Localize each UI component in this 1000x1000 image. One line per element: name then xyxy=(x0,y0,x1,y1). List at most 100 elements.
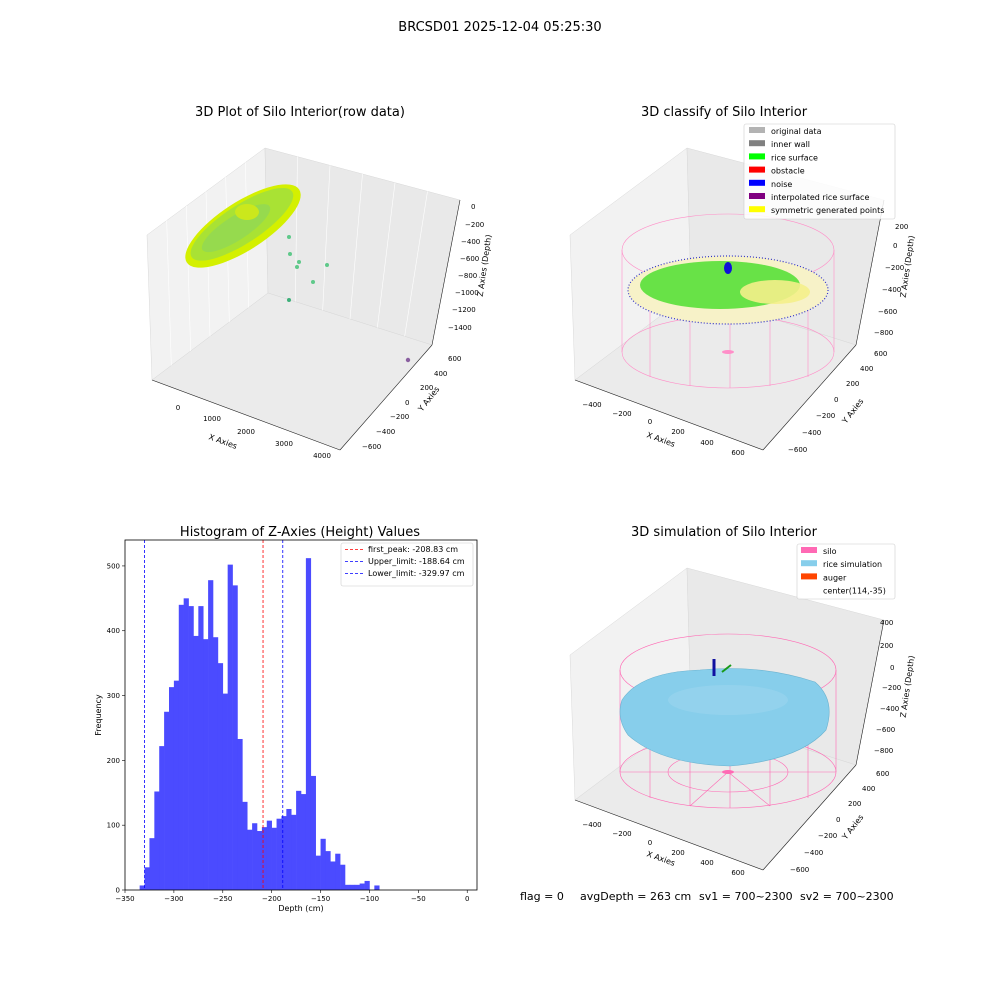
raw-z-tick: −1000 xyxy=(455,289,479,297)
histogram-x-tick-label: −50 xyxy=(411,895,426,903)
raw-z-tick: −600 xyxy=(460,255,479,263)
raw-z-axis xyxy=(431,199,461,346)
classify-y-tick: 400 xyxy=(860,365,873,373)
legend-label: symmetric generated points xyxy=(771,206,884,215)
raw-outlier-point xyxy=(311,280,315,284)
histogram-bar xyxy=(276,818,282,890)
histogram-title: Histogram of Z-Axies (Height) Values xyxy=(180,525,420,540)
histogram-legend-box xyxy=(340,542,474,587)
classify-y-tick: 600 xyxy=(874,350,887,358)
raw-y-tick: 200 xyxy=(420,384,433,392)
raw-y-tick: 0 xyxy=(405,399,409,407)
legend-swatch xyxy=(801,573,817,580)
raw-grid-line xyxy=(349,173,363,320)
panel-histogram: Histogram of Z-Axies (Height) Values −35… xyxy=(94,525,478,913)
avg-depth-value: avgDepth = 263 cm xyxy=(580,890,691,903)
panel-sim-title: 3D simulation of Silo Interior xyxy=(631,525,818,540)
classify-x-tick: 600 xyxy=(731,449,744,457)
histogram-bar xyxy=(310,775,316,890)
sim-z-tick: 200 xyxy=(880,642,893,650)
classify-y-tick: 200 xyxy=(846,380,859,388)
legend-label: rice simulation xyxy=(823,560,882,569)
histogram-x-tick-label: −150 xyxy=(311,895,330,903)
sim-x-tick: −200 xyxy=(612,830,631,838)
histogram-bar xyxy=(193,635,199,890)
classify-legend: original data inner wall rice surface obsta… xyxy=(743,123,896,220)
sim-x-tick: −400 xyxy=(582,821,601,829)
sim-legend-box xyxy=(796,543,896,600)
classify-inner-wall xyxy=(627,255,829,325)
histogram-bar xyxy=(271,827,277,890)
histogram-x-tick-label: −350 xyxy=(115,895,134,903)
raw-z-tick: −400 xyxy=(461,238,480,246)
legend-swatch xyxy=(749,193,765,199)
panel-simulation-3d: 3D simulation of Silo Interior xyxy=(569,525,916,877)
classify-z-tick: −400 xyxy=(882,286,901,294)
histogram-bar xyxy=(261,827,268,890)
histogram-bar xyxy=(213,637,219,890)
classify-y-axis xyxy=(762,344,857,451)
histogram-y-ticks: 0 100 200 300 400 500 xyxy=(107,562,125,895)
histogram-bar xyxy=(325,851,331,890)
histogram-bar xyxy=(242,801,248,890)
sim-y-tick: 400 xyxy=(862,785,875,793)
raw-outlier-point xyxy=(287,298,291,302)
histogram-bar xyxy=(183,598,189,890)
sim-z-tick: −200 xyxy=(882,684,901,692)
histogram-y-tick-label: 400 xyxy=(107,627,120,635)
legend-swatch xyxy=(749,140,765,147)
legend-label: silo xyxy=(823,547,837,556)
sim-z-tick: −400 xyxy=(880,705,899,713)
raw-outlier-point xyxy=(325,263,329,267)
legend-swatch xyxy=(801,560,817,567)
sim-x-tick: 200 xyxy=(671,849,684,857)
classify-x-tick: −400 xyxy=(582,401,601,409)
histogram-y-tick-label: 0 xyxy=(116,887,120,895)
raw-y-tick: −400 xyxy=(376,428,395,436)
legend-label: center(114,-35) xyxy=(823,587,886,596)
raw-outlier-point xyxy=(295,265,299,269)
raw-outlier-point xyxy=(288,252,292,256)
classify-x-tick: −200 xyxy=(612,410,631,418)
sim-center-mark xyxy=(722,770,734,774)
histogram-x-tick-label: −250 xyxy=(213,895,232,903)
histogram-x-tick-label: −300 xyxy=(164,895,183,903)
histogram-bar xyxy=(232,585,238,890)
histogram-y-label: Frequency xyxy=(94,694,103,736)
raw-y-tick: −600 xyxy=(362,443,381,451)
raw-outlier-point xyxy=(287,235,291,239)
legend-label: original data xyxy=(771,127,822,136)
histogram-bar xyxy=(169,687,175,890)
raw-grid-line xyxy=(377,182,396,328)
raw-x-tick: 0 xyxy=(176,404,180,412)
classify-y-tick: 0 xyxy=(834,396,838,404)
histogram-y-tick-label: 200 xyxy=(107,757,120,765)
histogram-bar xyxy=(227,564,233,890)
raw-outlier-point xyxy=(297,260,301,264)
histogram-bar xyxy=(164,711,170,890)
sim-y-tick: 600 xyxy=(876,770,889,778)
histogram-bar xyxy=(222,693,228,890)
raw-outlier-point xyxy=(405,357,411,363)
raw-z-tick: −1400 xyxy=(448,324,472,332)
sim-y-label: Y Axies xyxy=(840,813,866,842)
raw-x-tick: 1000 xyxy=(203,415,221,423)
histogram-x-tick-label: −100 xyxy=(360,895,379,903)
histogram-bar xyxy=(178,604,184,890)
histogram-legend: first_peak: -208.83 cm Upper_limit: -188.… xyxy=(340,542,474,587)
sim-z-tick: −800 xyxy=(874,747,893,755)
legend-label: inner wall xyxy=(771,140,810,149)
sim-z-tick: 0 xyxy=(890,664,894,672)
histogram-y-tick-label: 300 xyxy=(107,692,120,700)
legend-swatch xyxy=(749,153,765,160)
histogram-bar xyxy=(335,853,341,890)
classify-x-axis xyxy=(574,379,764,451)
sv1-value: sv1 = 700~2300 xyxy=(699,890,793,903)
raw-x-axis xyxy=(151,379,341,451)
sim-auger-arm xyxy=(721,664,732,673)
histogram-x-tick-label: 0 xyxy=(465,895,469,903)
sim-silo-spoke xyxy=(689,771,729,807)
sim-x-tick: 0 xyxy=(648,839,652,847)
status-readout: flag = 0 avgDepth = 263 cm sv1 = 700~230… xyxy=(520,890,894,903)
classify-y-tick: −200 xyxy=(816,412,835,420)
